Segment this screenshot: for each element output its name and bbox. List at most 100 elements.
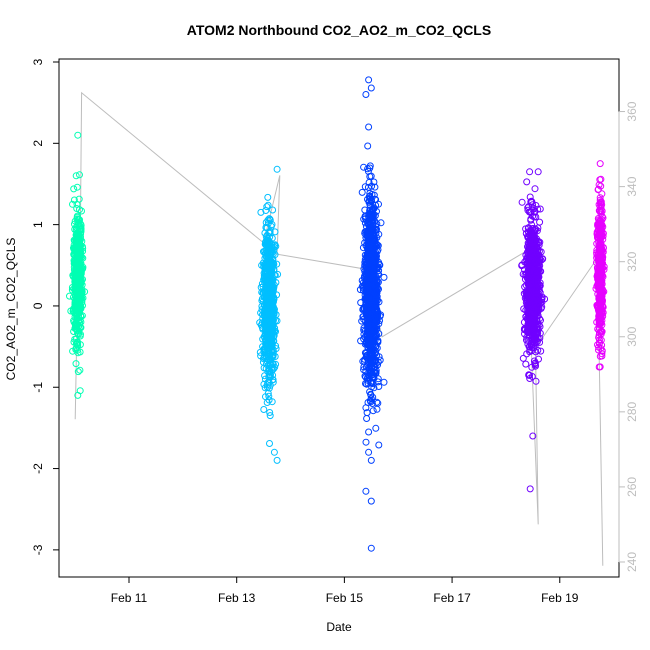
data-point	[596, 363, 604, 371]
data-point	[268, 241, 276, 248]
data-point	[596, 160, 604, 168]
data-point	[362, 438, 370, 446]
data-point	[266, 339, 274, 347]
data-point	[361, 219, 369, 227]
data-point	[529, 296, 537, 304]
data-point	[267, 356, 275, 364]
data-point	[365, 334, 372, 342]
data-point	[533, 317, 541, 325]
data-point	[73, 309, 81, 317]
data-point	[529, 267, 536, 275]
data-point	[70, 246, 78, 254]
data-point	[374, 278, 382, 286]
data-point	[380, 273, 388, 281]
data-point	[595, 269, 603, 277]
data-point	[366, 233, 374, 241]
data-point	[369, 220, 377, 228]
data-point	[595, 280, 603, 288]
data-point	[273, 456, 281, 464]
data-point	[261, 229, 269, 237]
chart-title: ATOM2 Northbound CO2_AO2_m_CO2_QCLS	[187, 22, 491, 38]
data-point	[375, 441, 383, 449]
data-point	[261, 345, 269, 353]
data-point	[523, 350, 531, 358]
data-point	[73, 213, 81, 221]
data-point	[597, 293, 605, 301]
data-point	[365, 123, 373, 131]
data-point	[264, 201, 272, 209]
data-point	[72, 277, 80, 285]
data-point	[532, 309, 539, 317]
data-point	[265, 396, 273, 404]
data-point	[598, 350, 606, 358]
data-point	[521, 330, 528, 338]
overlay-line-layer	[74, 91, 604, 566]
data-point	[76, 366, 84, 374]
data-point	[362, 215, 369, 223]
data-point	[361, 271, 369, 278]
data-point	[357, 337, 365, 345]
data-point	[264, 389, 272, 397]
data-point	[535, 258, 543, 266]
data-point	[273, 291, 281, 299]
data-point	[597, 208, 605, 216]
data-point	[367, 232, 374, 240]
data-point	[371, 183, 379, 191]
data-point	[532, 362, 539, 370]
data-point	[524, 317, 532, 324]
y2-tick-label: 340	[625, 176, 639, 196]
data-point	[367, 322, 375, 330]
data-point	[266, 279, 274, 287]
data-point	[528, 245, 535, 253]
data-point	[522, 360, 530, 368]
data-point	[367, 172, 375, 180]
data-point	[260, 406, 268, 413]
data-point	[526, 193, 534, 201]
data-point	[530, 289, 538, 296]
data-point	[594, 301, 602, 309]
data-point	[375, 260, 383, 268]
data-point	[518, 198, 526, 206]
data-point	[531, 185, 539, 193]
x-tick-label: Feb 13	[218, 591, 256, 605]
data-point	[595, 315, 603, 323]
data-point	[261, 375, 269, 383]
data-point	[595, 277, 603, 285]
data-point	[265, 344, 273, 352]
data-point	[598, 207, 606, 215]
data-point	[77, 225, 85, 233]
data-point	[356, 286, 364, 294]
data-point	[596, 227, 604, 235]
data-point	[367, 391, 375, 399]
data-point	[361, 183, 369, 191]
data-point	[265, 283, 273, 291]
data-point	[373, 405, 381, 413]
data-point	[266, 229, 274, 237]
y-tick-label: 1	[31, 221, 45, 228]
data-point	[365, 76, 373, 84]
data-point	[76, 253, 84, 261]
data-point	[536, 205, 544, 213]
data-point	[525, 304, 533, 312]
data-point	[375, 200, 382, 208]
data-point	[73, 346, 81, 354]
data-point	[526, 485, 534, 493]
data-point	[78, 207, 85, 215]
data-point	[71, 282, 79, 290]
data-point	[69, 200, 76, 208]
y-tick-label: -2	[31, 463, 45, 474]
data-point	[363, 295, 371, 303]
data-point	[266, 273, 274, 281]
data-point	[74, 391, 82, 399]
data-point	[527, 197, 535, 205]
data-point	[72, 335, 80, 343]
y2-axis: 240 260 280 300 320 340 360	[618, 101, 639, 572]
data-point	[373, 282, 381, 290]
data-point	[74, 250, 82, 257]
data-point	[264, 351, 272, 359]
data-point	[76, 206, 83, 214]
series-4	[518, 168, 549, 493]
data-point	[597, 260, 605, 268]
data-point	[596, 194, 604, 202]
